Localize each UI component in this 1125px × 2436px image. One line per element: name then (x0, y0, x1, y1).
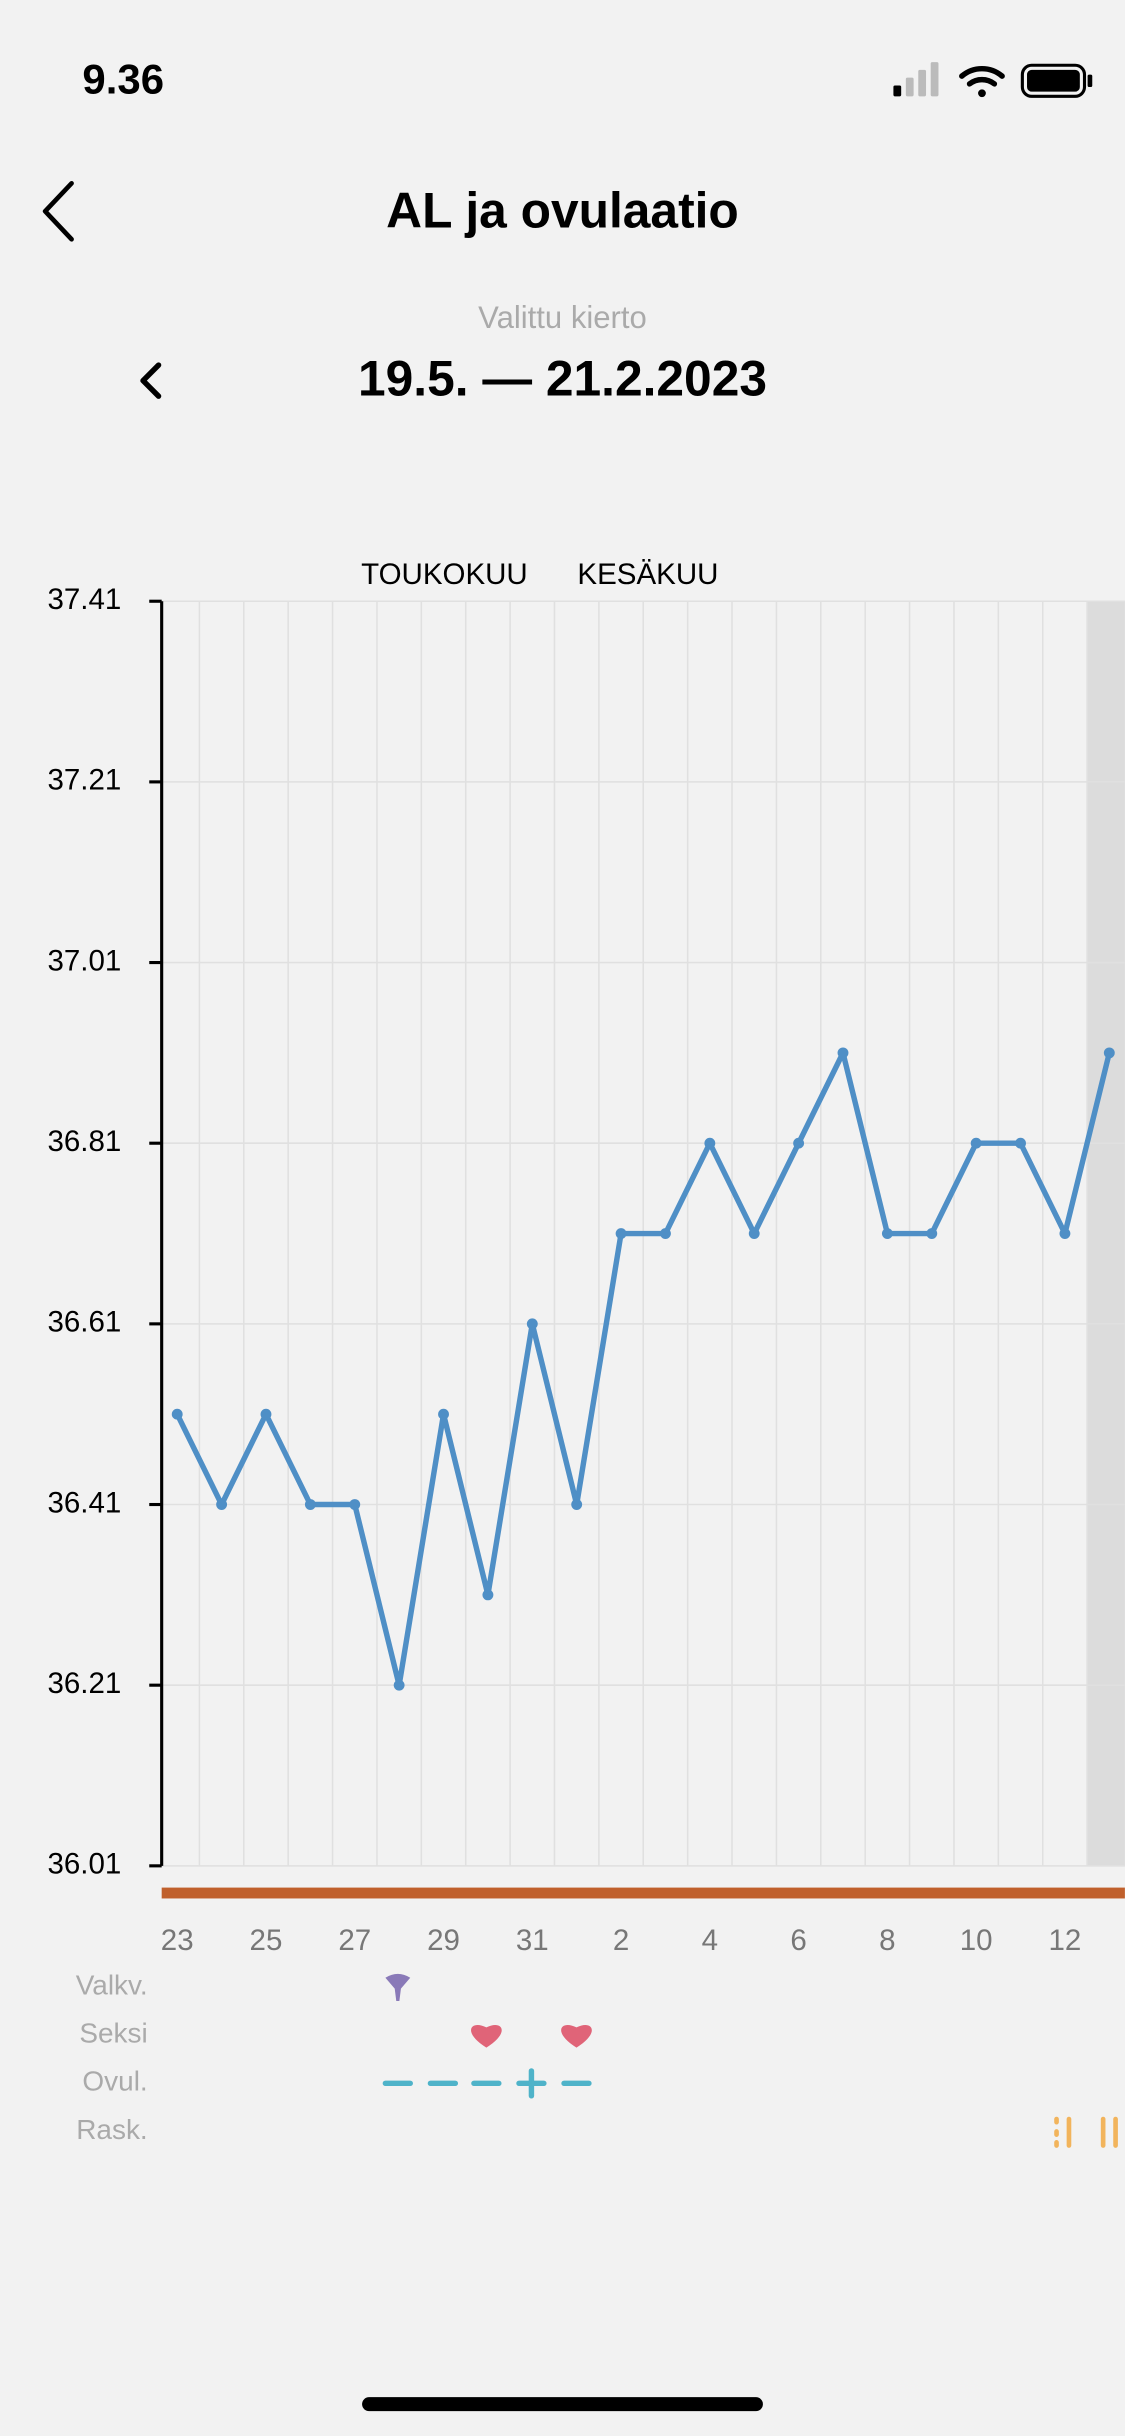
temperature-point (748, 1228, 760, 1239)
temperature-point (660, 1228, 671, 1239)
y-tick-label: 36.01 (47, 1848, 121, 1881)
temperature-point (260, 1408, 272, 1420)
heart-icon (561, 2025, 592, 2048)
heart-icon (471, 2025, 502, 2048)
chart: 36.01 36.21 36.41 36.61 36.81 37.01 37.21 37.41… (47, 558, 1125, 2145)
x-tick-label: 31 (516, 1924, 549, 1957)
cycle-range: 19.5. — 21.2.2023 (358, 350, 767, 406)
temperature-point (926, 1228, 938, 1239)
future-region (1087, 601, 1125, 1866)
temperature-point (1059, 1228, 1071, 1239)
signal-icon (893, 62, 939, 97)
temperature-point (615, 1228, 627, 1239)
cycle-bar (161, 1887, 1125, 1899)
status-time: 9.36 (82, 55, 164, 102)
temperature-point (304, 1499, 316, 1510)
temperature-point (970, 1137, 982, 1149)
temperature-point (1103, 1047, 1115, 1059)
temperature-point (571, 1499, 583, 1510)
temperature-point (1015, 1137, 1026, 1149)
page-title: AL ja ovulaatio (386, 183, 739, 239)
x-tick-label: 10 (960, 1924, 993, 1957)
y-tick-label: 37.21 (47, 764, 121, 797)
discharge-icon (385, 1973, 411, 2001)
y-tick-label: 36.21 (47, 1667, 121, 1700)
row-label: Rask. (76, 2114, 147, 2145)
back-button[interactable] (42, 180, 74, 242)
row-label: Ovul. (82, 2066, 147, 2097)
row-label: Seksi (79, 2018, 147, 2049)
x-tick-label: 8 (879, 1924, 895, 1957)
previous-cycle-button[interactable] (140, 362, 162, 399)
cycle-label: Valittu kierto (478, 300, 647, 335)
temperature-point (526, 1318, 538, 1330)
x-tick-label: 6 (790, 1924, 806, 1957)
x-tick-label: 29 (427, 1924, 460, 1957)
x-tick-label: 2 (613, 1924, 629, 1957)
row-label: Valkv. (76, 1969, 148, 2000)
temperature-point (793, 1137, 805, 1149)
wifi-icon (959, 65, 1005, 98)
battery-icon (1020, 63, 1093, 98)
y-tick-label: 36.81 (47, 1125, 121, 1158)
temperature-point (704, 1137, 716, 1149)
temperature-point (349, 1499, 361, 1510)
month-label: KESÄKUU (577, 558, 718, 591)
pregnancy-test-icons (1054, 2116, 1118, 2148)
month-label: TOUKOKUU (361, 558, 528, 591)
temperature-line (174, 1050, 1112, 1688)
temperature-point (393, 1679, 405, 1691)
x-tick-label: 23 (161, 1924, 194, 1957)
y-tick-label: 37.41 (47, 583, 121, 616)
y-tick-label: 36.61 (47, 1306, 121, 1339)
temperature-point (482, 1589, 494, 1601)
temperature-point (881, 1228, 893, 1239)
y-tick-label: 36.41 (47, 1486, 121, 1519)
ovulation-test-icons (382, 2068, 592, 2099)
temperature-point (171, 1408, 183, 1420)
temperature-point (216, 1499, 228, 1510)
home-indicator (362, 2397, 763, 2412)
temperature-point (438, 1408, 449, 1420)
x-tick-label: 25 (250, 1924, 283, 1957)
x-tick-label: 27 (338, 1924, 371, 1957)
x-tick-label: 4 (702, 1924, 718, 1957)
x-tick-label: 12 (1049, 1924, 1082, 1957)
temperature-point (837, 1047, 849, 1059)
y-tick-label: 37.01 (47, 944, 121, 977)
